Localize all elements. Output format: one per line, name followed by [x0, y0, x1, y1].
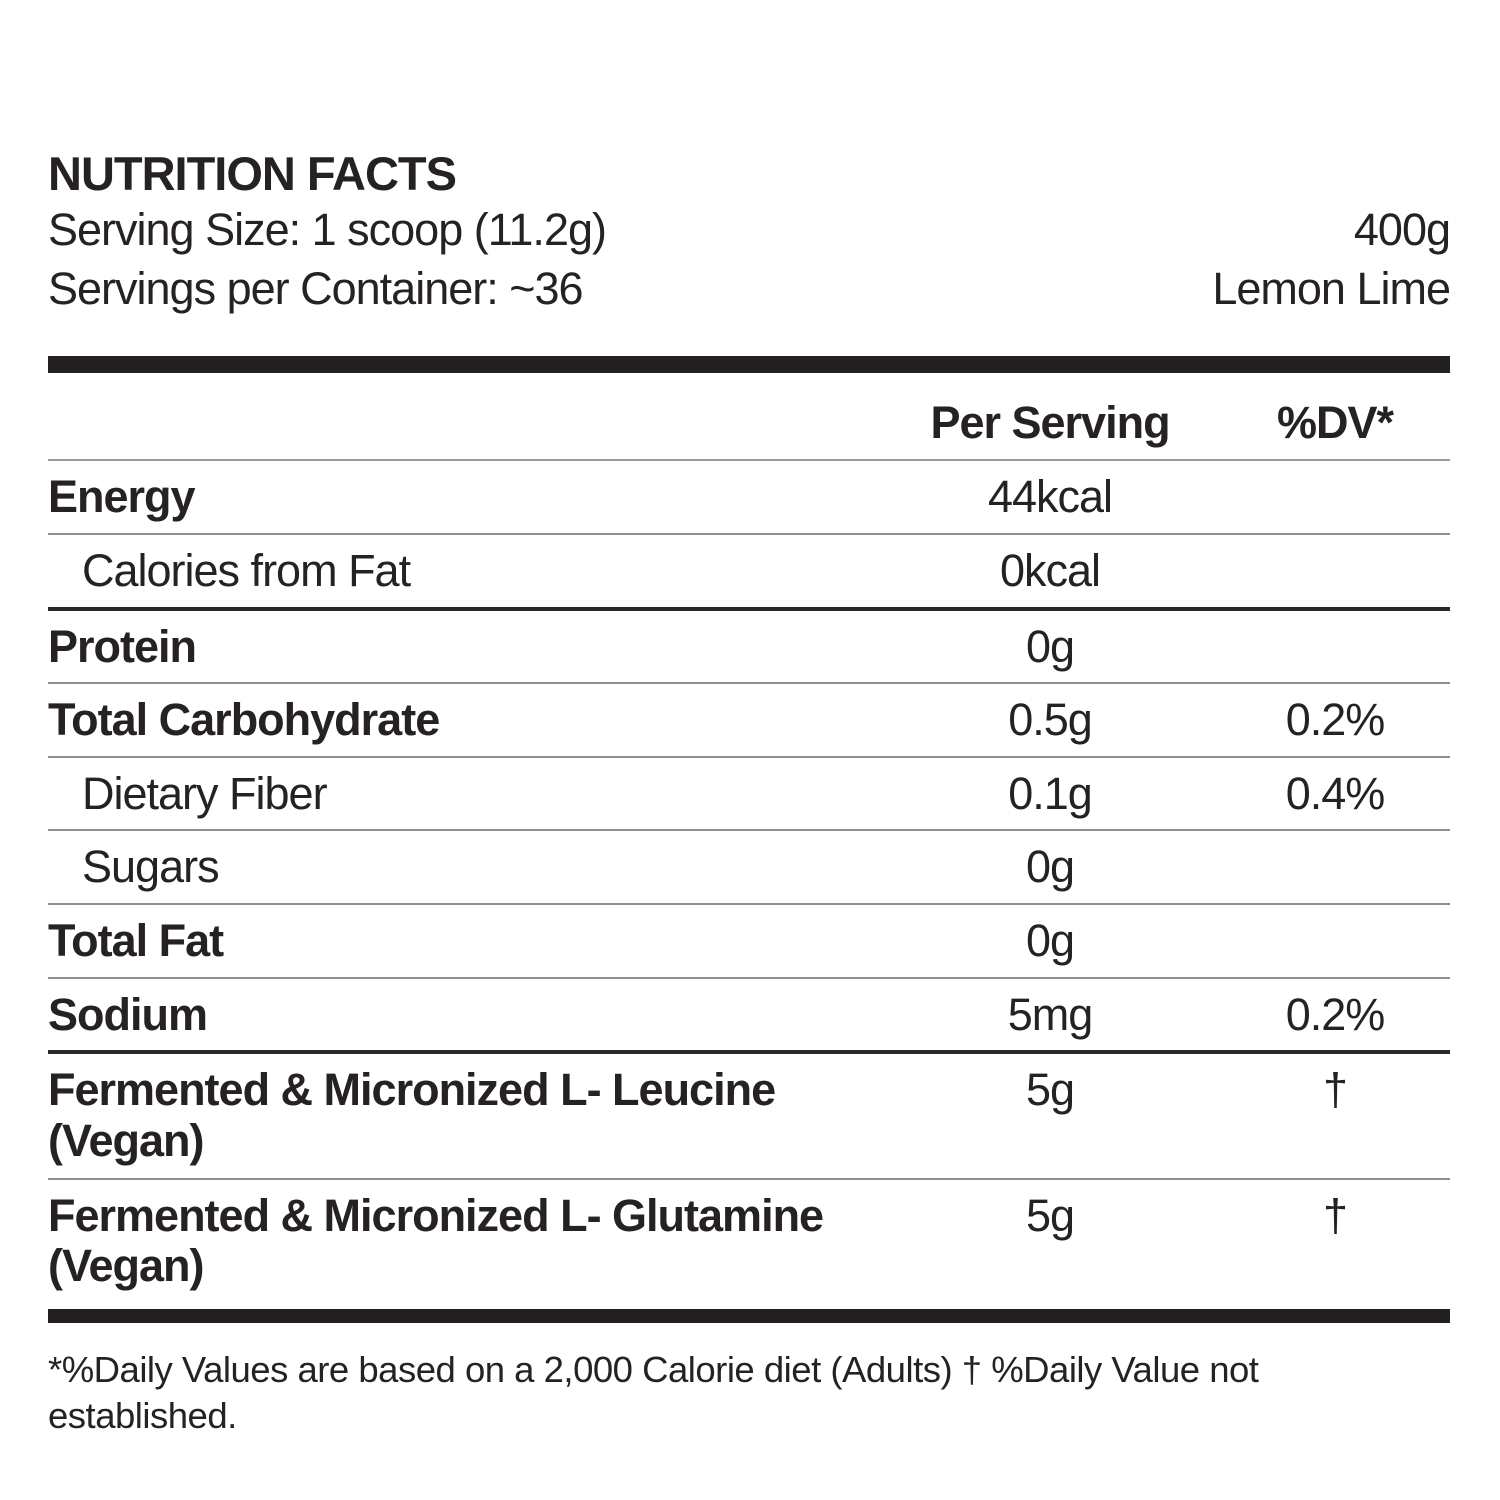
nutrient-name-line1: Fermented & Micronized L- Leucine [48, 1064, 776, 1116]
flavor-text: Lemon Lime [1212, 263, 1451, 315]
nutrient-amount: 0.5g [1008, 694, 1093, 746]
nutrient-name-line1: Calories from Fat [82, 545, 411, 597]
nutrient-name-line1: Protein [48, 620, 197, 672]
nutrient-name-line1: Energy [48, 471, 196, 523]
footnote: *%Daily Values are based on a 2,000 Calo… [48, 1348, 1259, 1436]
nutrient-name-line1: Dietary Fiber [82, 767, 328, 819]
table-row: Fermented & Micronized L- Glutamine (Veg… [48, 1180, 1450, 1303]
table-row: Protein 0g [48, 611, 1450, 685]
table-row: Dietary Fiber 0.1g 0.4% [48, 758, 1450, 832]
nutrient-dv: 0.4% [1285, 767, 1386, 819]
nutrient-amount: 5g [1025, 1064, 1075, 1116]
bottom-divider-bar [48, 1308, 1450, 1323]
column-header-per-serving: Per Serving [930, 397, 1170, 449]
nutrient-amount: 5mg [1007, 988, 1094, 1040]
table-row: Energy 44kcal [48, 461, 1450, 536]
nutrition-facts-label: NUTRITION FACTS Serving Size: 1 scoop (1… [48, 0, 1451, 1438]
nutrient-amount: 0g [1025, 620, 1075, 672]
table-row: Calories from Fat 0kcal [48, 535, 1450, 611]
nutrient-dv: 0.2% [1285, 988, 1386, 1040]
nutrient-name-line2: (Vegan) [48, 1114, 205, 1166]
column-header-dv: %DV* [1276, 397, 1394, 449]
nutrient-name: Protein [48, 620, 880, 672]
nutrient-name: Fermented & Micronized L- Glutamine (Veg… [48, 1189, 880, 1292]
nutrient-name: Dietary Fiber [48, 767, 880, 819]
nutrient-amount: 0g [1025, 915, 1075, 967]
table-row: Total Carbohydrate 0.5g 0.2% [48, 684, 1450, 758]
nutrient-dv: † [1322, 1064, 1348, 1116]
top-divider-bar [48, 356, 1450, 374]
nutrient-dv: 0.2% [1285, 694, 1386, 746]
nutrient-name-line1: Sugars [82, 841, 220, 893]
nutrient-dv: † [1322, 1189, 1348, 1241]
page-title: NUTRITION FACTS [48, 147, 457, 200]
nutrient-amount: 0g [1025, 841, 1075, 893]
nutrient-amount: 0.1g [1008, 767, 1093, 819]
table-body: Energy 44kcal Calories from Fat 0kcal Pr… [48, 461, 1450, 1302]
nutrient-name: Sugars [48, 843, 880, 892]
nutrient-amount: 5g [1025, 1189, 1075, 1241]
table-row: Total Fat 0g [48, 905, 1450, 979]
net-weight-text: 400g [1353, 203, 1451, 255]
serving-size-text: Serving Size: 1 scoop (11.2g) [48, 203, 607, 255]
table-row: Fermented & Micronized L- Leucine (Vegan… [48, 1054, 1450, 1180]
nutrient-name: Total Fat [48, 915, 880, 967]
servings-per-container-row: Servings per Container: ~36 Lemon Lime [48, 259, 1451, 318]
nutrient-name: Calories from Fat [48, 545, 880, 597]
nutrient-name-line2: (Vegan) [48, 1240, 205, 1292]
serving-size-row: Serving Size: 1 scoop (11.2g) 400g [48, 200, 1451, 259]
nutrient-name-line1: Total Fat [48, 915, 224, 967]
nutrient-name: Sodium [48, 988, 880, 1040]
nutrient-name-line1: Total Carbohydrate [48, 694, 440, 746]
nutrient-name: Total Carbohydrate [48, 696, 880, 745]
nutrient-name: Fermented & Micronized L- Leucine (Vegan… [48, 1066, 880, 1166]
table-header-row: Per Serving %DV* [48, 373, 1450, 462]
nutrient-amount: 0kcal [999, 545, 1101, 597]
nutrient-name-line1: Sodium [48, 988, 208, 1040]
nutrient-name: Energy [48, 473, 880, 522]
table-row: Sugars 0g [48, 831, 1450, 906]
servings-per-container-text: Servings per Container: ~36 [48, 263, 584, 315]
table-row: Sodium 5mg 0.2% [48, 979, 1450, 1055]
nutrient-name-line1: Fermented & Micronized L- Glutamine [48, 1189, 824, 1241]
nutrient-amount: 44kcal [987, 471, 1113, 523]
